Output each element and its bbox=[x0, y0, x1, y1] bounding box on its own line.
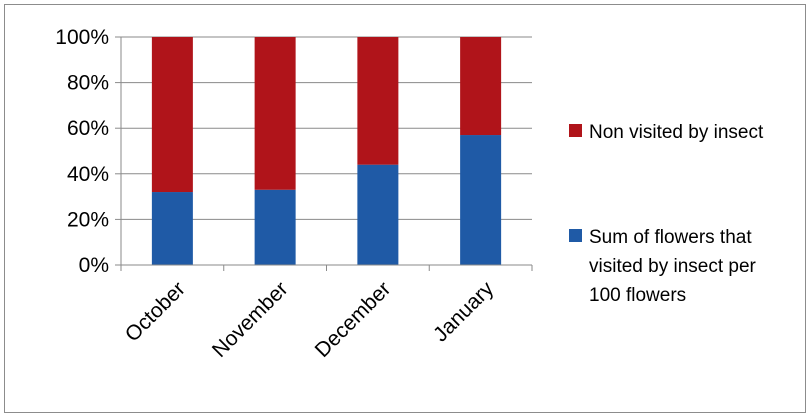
legend-label: Sum of flowers that bbox=[589, 227, 752, 248]
axes bbox=[115, 36, 533, 271]
x-tick-label: October bbox=[121, 277, 190, 346]
legend: Non visited by insect Sum of flowers that… bbox=[569, 122, 764, 306]
bar-segment bbox=[460, 37, 502, 136]
legend-label: 100 flowers bbox=[589, 285, 686, 306]
bar-segment bbox=[254, 37, 296, 190]
y-tick-label: 0% bbox=[79, 254, 109, 277]
y-tick-label: 100% bbox=[55, 26, 109, 49]
x-tick-label: November bbox=[208, 277, 293, 362]
x-tick-labels: October November December January bbox=[121, 277, 499, 362]
y-tick-label: 40% bbox=[67, 163, 109, 186]
legend-swatch bbox=[569, 124, 582, 137]
y-tick-labels: 0% 20% 40% 60% 80% 100% bbox=[55, 26, 109, 277]
bar-segment bbox=[460, 135, 502, 265]
legend-label: Non visited by insect bbox=[589, 122, 764, 143]
bar-segment bbox=[357, 164, 399, 265]
bar-segment bbox=[151, 192, 193, 265]
bars bbox=[151, 37, 502, 265]
x-tick-label: December bbox=[311, 277, 396, 362]
x-tick-label: January bbox=[429, 277, 498, 346]
bar-segment bbox=[151, 37, 193, 193]
legend-label: visited by insect per bbox=[589, 256, 757, 277]
bar-segment bbox=[254, 189, 296, 265]
legend-swatch bbox=[569, 229, 582, 242]
y-tick-label: 60% bbox=[67, 117, 109, 140]
bar-segment bbox=[357, 37, 399, 165]
y-tick-label: 20% bbox=[67, 208, 109, 231]
y-tick-label: 80% bbox=[67, 72, 109, 95]
chart-frame bbox=[4, 4, 806, 413]
